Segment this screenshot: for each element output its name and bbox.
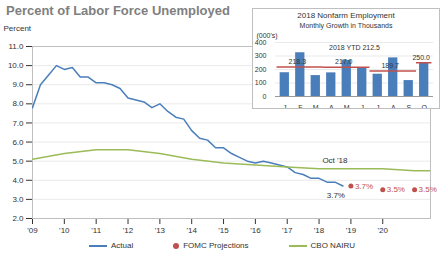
- svg-text:J: J: [283, 104, 287, 108]
- svg-text:'14: '14: [186, 226, 197, 235]
- svg-text:400: 400: [255, 39, 267, 46]
- svg-text:5.0: 5.0: [12, 157, 24, 166]
- svg-text:'10: '10: [59, 226, 70, 235]
- svg-text:11.0: 11.0: [9, 42, 25, 51]
- svg-text:10.0: 10.0: [8, 61, 24, 70]
- svg-text:8.0: 8.0: [12, 99, 24, 108]
- svg-text:'11: '11: [91, 226, 101, 235]
- svg-text:2018 YTD 212.5: 2018 YTD 212.5: [329, 44, 380, 51]
- svg-text:217.0: 217.0: [335, 58, 353, 65]
- svg-text:9.0: 9.0: [12, 80, 24, 89]
- svg-text:O: O: [421, 104, 427, 108]
- svg-text:300: 300: [255, 52, 267, 59]
- svg-text:2.0: 2.0: [12, 214, 24, 223]
- svg-text:100: 100: [255, 79, 267, 86]
- svg-text:250.0: 250.0: [412, 54, 430, 61]
- svg-text:0: 0: [263, 93, 267, 100]
- html-text:2018 Nonfarm Employment: 2018 Nonfarm Employment: [297, 11, 395, 20]
- svg-text:'18: '18: [314, 226, 325, 235]
- svg-text:Oct '18: Oct '18: [322, 156, 348, 165]
- svg-text:'16: '16: [250, 226, 261, 235]
- svg-text:M: M: [313, 104, 319, 108]
- svg-text:200: 200: [255, 66, 267, 73]
- svg-text:A: A: [329, 104, 334, 108]
- svg-text:S: S: [406, 104, 411, 108]
- svg-text:3.7%: 3.7%: [327, 191, 345, 200]
- svg-text:J: J: [376, 104, 380, 108]
- svg-text:F: F: [298, 104, 302, 108]
- svg-text:Percent: Percent: [4, 24, 32, 33]
- svg-text:6.0: 6.0: [12, 138, 24, 147]
- svg-text:189.7: 189.7: [381, 62, 399, 69]
- html-text:Percent of Labor Force Unemplo: Percent of Labor Force Unemployed: [6, 3, 230, 18]
- svg-text:'17: '17: [282, 226, 293, 235]
- html-text:Actual: Actual: [111, 241, 134, 250]
- svg-text:'19: '19: [346, 226, 357, 235]
- svg-text:7.0: 7.0: [12, 119, 24, 128]
- svg-text:'12: '12: [123, 226, 134, 235]
- svg-text:A: A: [391, 104, 396, 108]
- svg-text:J: J: [360, 104, 364, 108]
- html-text:FOMC Projections: FOMC Projections: [183, 241, 249, 250]
- svg-text:(000's): (000's): [257, 32, 278, 40]
- svg-text:'09: '09: [27, 226, 38, 235]
- svg-text:4.0: 4.0: [12, 176, 24, 185]
- svg-text:3.5%: 3.5%: [419, 185, 437, 194]
- svg-text:3.7%: 3.7%: [355, 182, 373, 191]
- svg-text:3.5%: 3.5%: [387, 185, 405, 194]
- svg-text:'13: '13: [155, 226, 166, 235]
- svg-text:218.3: 218.3: [289, 58, 307, 65]
- svg-text:M: M: [344, 104, 350, 108]
- svg-text:'20: '20: [378, 226, 389, 235]
- svg-text:'15: '15: [218, 226, 229, 235]
- html-text:Monthly Growth in Thousands: Monthly Growth in Thousands: [299, 22, 393, 29]
- svg-text:3.0: 3.0: [12, 195, 24, 204]
- html-text:CBO NAIRU: CBO NAIRU: [310, 241, 355, 250]
